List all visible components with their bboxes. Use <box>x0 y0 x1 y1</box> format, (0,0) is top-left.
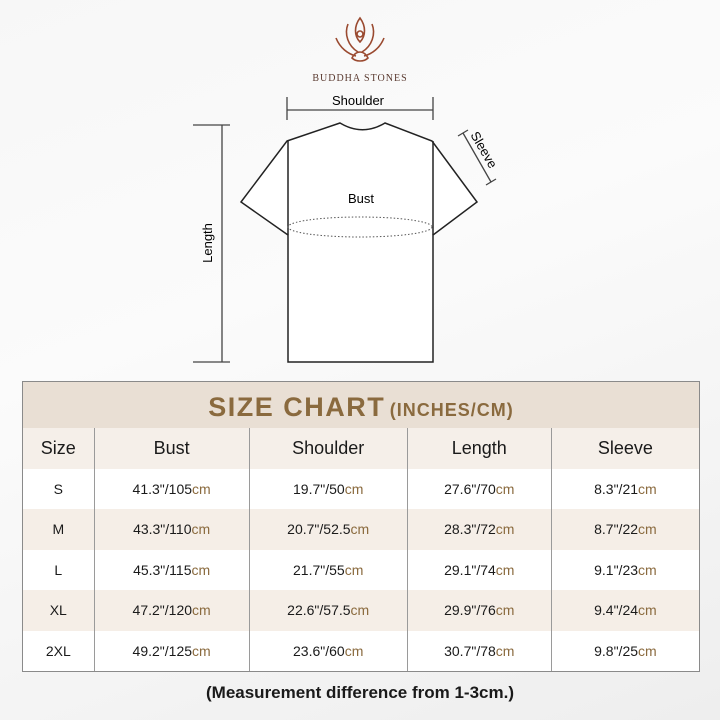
unit-suffix: cm <box>638 480 657 497</box>
unit-suffix: cm <box>495 642 515 659</box>
cell-value: 9.1"/23 <box>594 561 639 578</box>
cell-value: 29.1"/74 <box>444 561 496 578</box>
unit-suffix: cm <box>638 561 657 578</box>
unit-suffix: cm <box>191 561 211 578</box>
unit-suffix: cm <box>638 602 657 619</box>
cell-size: S <box>23 468 95 509</box>
cell-value: 41.3"/105 <box>132 480 193 497</box>
cell-value: M <box>52 521 65 538</box>
cell-size: XL <box>23 590 95 631</box>
cell-shoulder: 20.7"/52.5 cm <box>250 509 408 550</box>
header-sleeve: Sleeve <box>597 437 653 458</box>
cell-value: 30.7"/78 <box>444 642 496 659</box>
unit-suffix: cm <box>638 642 657 659</box>
cell-length: 27.6"/70 cm <box>408 468 552 509</box>
tshirt-diagram: Shoulder Bust Length Sleeve <box>193 93 500 363</box>
unit-suffix: cm <box>192 602 211 619</box>
cell-value: L <box>54 561 63 578</box>
units-text: (INCHES/CM) <box>389 400 514 420</box>
cell-sleeve: 9.1"/23 cm <box>552 550 699 591</box>
unit-suffix: cm <box>495 561 515 578</box>
size-chart-table: SIZE CHART (INCHES/CM) Size Bust Shoulde… <box>22 381 700 672</box>
cell-length: 30.7"/78 cm <box>408 630 552 671</box>
cell-bust: 47.2"/120 cm <box>95 590 250 631</box>
unit-suffix: cm <box>192 480 211 497</box>
tshirt-outline <box>239 122 479 363</box>
cell-value: 20.7"/52.5 <box>287 521 351 538</box>
cell-size: 2XL <box>23 630 95 671</box>
lotus-logo-icon <box>335 16 385 62</box>
header-size: Size <box>23 428 95 469</box>
table-row: S 41.3"/105 cm 19.7"/50 cm 27.6"/70 cm 8.3"/21 c… <box>23 468 699 510</box>
cell-shoulder: 23.6"/60 cm <box>250 630 408 671</box>
cell-value: 8.3"/21 <box>594 480 639 497</box>
cell-value: 19.7"/50 <box>293 480 345 497</box>
cell-value: 43.3"/110 <box>133 521 192 538</box>
cell-bust: 49.2"/125 cm <box>95 630 250 671</box>
cell-shoulder: 21.7"/55 cm <box>250 549 408 590</box>
header-row: Size Bust Shoulder Length Sleeve <box>23 428 699 469</box>
unit-suffix: cm <box>350 602 370 619</box>
cell-value: 8.7"/22 <box>594 521 639 538</box>
table-row: L 45.3"/115 cm 21.7"/55 cm 29.1"/74 cm 9.1"/23 c… <box>23 549 699 591</box>
cell-value: 27.6"/70 <box>444 480 496 497</box>
cell-value: XL <box>49 602 67 619</box>
cell-value: S <box>53 480 63 497</box>
cell-sleeve: 8.7"/22 cm <box>552 509 699 550</box>
unit-suffix: cm <box>344 480 364 497</box>
cell-bust: 45.3"/115 cm <box>95 549 250 590</box>
cell-bust: 41.3"/105 cm <box>95 468 250 509</box>
cell-value: 2XL <box>45 642 71 659</box>
brand-name: BUDDHA STONES <box>312 73 408 84</box>
size-chart-title: SIZE CHART (INCHES/CM) <box>23 382 699 428</box>
cell-value: 28.3"/72 <box>444 521 496 538</box>
cell-sleeve: 9.4"/24 cm <box>552 590 699 631</box>
cell-length: 29.9"/76 cm <box>408 590 552 631</box>
unit-suffix: cm <box>495 602 515 619</box>
unit-suffix: cm <box>192 642 211 659</box>
length-label: Length <box>200 223 215 263</box>
cell-value: 49.2"/125 <box>132 642 193 659</box>
cell-size: M <box>23 509 95 550</box>
cell-shoulder: 19.7"/50 cm <box>250 468 408 509</box>
table-row: 2XL 49.2"/125 cm 23.6"/60 cm 30.7"/78 cm 9.8"/2… <box>23 630 699 672</box>
unit-suffix: cm <box>350 521 370 538</box>
shoulder-label: Shoulder <box>332 93 385 108</box>
table-row: M 43.3"/110 cm 20.7"/52.5 cm 28.3"/72 cm 8.7"/2… <box>23 509 699 550</box>
cell-value: 23.6"/60 <box>293 642 345 659</box>
brand-logo: BUDDHA STONES <box>300 14 420 84</box>
cell-value: 29.9"/76 <box>444 602 496 619</box>
table-row: XL 47.2"/120 cm 22.6"/57.5 cm 29.9"/76 cm 9.4"/… <box>23 590 699 631</box>
cell-value: 21.7"/55 <box>293 561 345 578</box>
bust-label: Bust <box>348 191 374 206</box>
unit-suffix: cm <box>638 521 657 538</box>
header-shoulder: Shoulder <box>250 428 408 469</box>
cell-value: 9.4"/24 <box>594 602 639 619</box>
cell-value: 47.2"/120 <box>132 602 193 619</box>
header-length: Length <box>408 428 552 469</box>
cell-length: 28.3"/72 cm <box>408 509 552 550</box>
cell-sleeve: 9.8"/25 cm <box>552 631 699 672</box>
cell-value: 22.6"/57.5 <box>287 602 351 619</box>
header-bust: Bust <box>95 428 250 469</box>
cell-size: L <box>23 549 95 590</box>
cell-bust: 43.3"/110 cm <box>95 509 250 550</box>
unit-suffix: cm <box>495 521 515 538</box>
cell-length: 29.1"/74 cm <box>408 549 552 590</box>
cell-sleeve: 8.3"/21 cm <box>552 469 699 510</box>
unit-suffix: cm <box>344 561 364 578</box>
cell-value: 9.8"/25 <box>594 642 639 659</box>
unit-suffix: cm <box>344 642 364 659</box>
unit-suffix: cm <box>495 480 515 497</box>
cell-value: 45.3"/115 <box>133 561 192 578</box>
measurement-note: (Measurement difference from 1-3cm.) <box>206 683 514 702</box>
title-text: SIZE CHART <box>208 392 386 422</box>
unit-suffix: cm <box>191 521 211 538</box>
cell-shoulder: 22.6"/57.5 cm <box>250 590 408 631</box>
